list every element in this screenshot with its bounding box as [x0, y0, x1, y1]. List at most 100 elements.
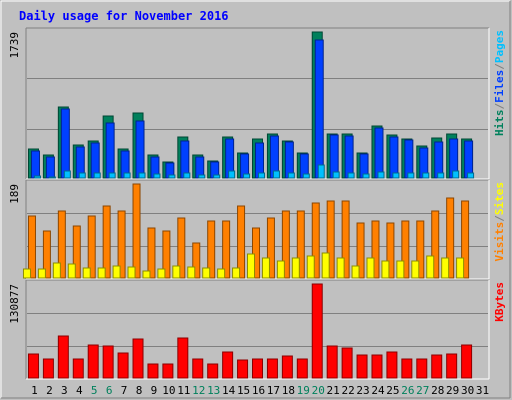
bar-sites-day-1	[22, 268, 31, 279]
day-label-5: 5	[91, 384, 98, 397]
bar-kbytes-day-16	[252, 358, 263, 379]
bar-kbytes-day-11	[177, 337, 189, 379]
bar-kbytes-day-10	[162, 363, 174, 379]
legend-separator: /	[493, 103, 506, 110]
bar-visits-day-23	[356, 222, 365, 279]
bar-pages-day-16	[258, 172, 265, 179]
bar-visits-day-12	[192, 242, 201, 279]
bar-visits-day-25	[386, 222, 395, 279]
bar-kbytes-day-6	[102, 345, 114, 379]
bar-pages-day-18	[287, 172, 295, 179]
bar-pages-day-10	[168, 174, 176, 179]
bar-sites-day-18	[276, 260, 285, 279]
bar-visits-day-10	[162, 230, 171, 279]
chart-title: Daily usage for November 2016	[19, 9, 229, 23]
bar-visits-day-8	[132, 183, 141, 279]
day-label-1: 1	[31, 384, 38, 397]
bar-kbytes-day-24	[371, 354, 383, 379]
day-label-2: 2	[46, 384, 53, 397]
bar-pages-day-15	[243, 173, 251, 179]
bar-visits-day-17	[266, 217, 275, 279]
bar-pages-day-7	[123, 172, 131, 179]
bar-kbytes-day-23	[356, 354, 368, 379]
bar-visits-day-11	[177, 217, 186, 279]
day-label-22: 22	[341, 384, 354, 397]
bar-kbytes-day-9	[147, 363, 159, 379]
bar-kbytes-day-22	[341, 347, 353, 379]
bar-files-day-1	[30, 150, 40, 179]
bar-kbytes-day-5	[87, 344, 99, 379]
bar-pages-day-3	[63, 170, 71, 179]
bar-kbytes-day-14	[222, 351, 234, 379]
bar-sites-day-21	[321, 252, 330, 279]
bar-visits-day-1	[27, 215, 36, 279]
bar-visits-day-22	[341, 200, 350, 279]
bar-kbytes-day-7	[117, 352, 129, 379]
panel-scale-label: 189	[8, 184, 21, 204]
bar-sites-day-20	[306, 255, 315, 279]
bar-visits-day-9	[147, 227, 156, 279]
bar-sites-day-15	[232, 267, 241, 279]
legend-item-visits: Visits	[493, 222, 506, 262]
bar-sites-day-9	[142, 270, 151, 279]
bar-sites-day-30	[456, 257, 465, 279]
day-label-3: 3	[61, 384, 68, 397]
bar-kbytes-day-20	[311, 283, 323, 379]
bar-pages-day-19	[302, 173, 310, 179]
bar-files-day-2	[45, 156, 55, 179]
bar-kbytes-day-15	[237, 359, 249, 379]
day-label-11: 11	[177, 384, 190, 397]
series-visits	[27, 183, 470, 279]
day-label-20: 20	[312, 384, 325, 397]
day-label-8: 8	[136, 384, 143, 397]
bar-sites-day-22	[336, 257, 345, 279]
bar-sites-day-16	[247, 253, 255, 279]
bar-visits-day-13	[207, 220, 216, 279]
bar-sites-day-27	[411, 260, 420, 279]
day-label-12: 12	[192, 384, 205, 397]
bar-files-day-6	[105, 122, 115, 179]
day-label-29: 29	[446, 384, 459, 397]
bar-sites-day-13	[202, 267, 211, 279]
bar-files-day-3	[60, 108, 70, 179]
bar-pages-day-1	[33, 175, 41, 179]
bar-pages-day-26	[407, 172, 415, 179]
day-label-15: 15	[237, 384, 250, 397]
bar-sites-day-26	[396, 260, 405, 279]
bar-files-day-26	[404, 139, 414, 179]
x-axis-day-labels: 1 2 3 4 5 6 7 8 9 10 11 12 13 14 15 16 17 18 19 20 21 22 23 24 2…	[31, 384, 489, 397]
series-sites	[22, 252, 465, 279]
bar-pages-day-5	[93, 172, 101, 179]
bar-kbytes-day-8	[132, 338, 144, 379]
bar-files-day-25	[389, 136, 399, 179]
chart-panels: 1739Hits/Files/Pages189Visits/Sites13087…	[8, 27, 506, 380]
day-label-25: 25	[386, 384, 399, 397]
day-label-30: 30	[461, 384, 474, 397]
bar-pages-day-29	[452, 170, 460, 179]
bar-sites-day-5	[82, 267, 91, 279]
bar-visits-day-5	[87, 215, 96, 279]
panel-scale-label: 130877	[8, 284, 21, 324]
bar-sites-day-12	[187, 266, 196, 279]
bar-visits-day-24	[371, 220, 380, 279]
bar-visits-day-6	[102, 205, 111, 279]
bar-visits-day-29	[446, 197, 455, 279]
bar-sites-day-14	[217, 268, 226, 279]
bar-pages-day-21	[332, 171, 340, 179]
bar-pages-day-4	[78, 172, 86, 179]
bar-sites-day-8	[127, 266, 136, 279]
bar-sites-day-17	[261, 257, 270, 279]
bar-pages-day-27	[422, 172, 430, 179]
day-label-4: 4	[76, 384, 83, 397]
bar-sites-day-19	[291, 257, 300, 279]
day-label-14: 14	[222, 384, 236, 397]
bar-sites-day-6	[97, 267, 106, 279]
bar-visits-day-7	[117, 210, 126, 279]
bar-visits-day-20	[311, 202, 320, 279]
bar-pages-day-6	[108, 172, 116, 179]
day-label-7: 7	[121, 384, 128, 397]
bar-pages-day-8	[138, 172, 146, 179]
bar-sites-day-11	[172, 265, 181, 279]
day-label-23: 23	[356, 384, 369, 397]
